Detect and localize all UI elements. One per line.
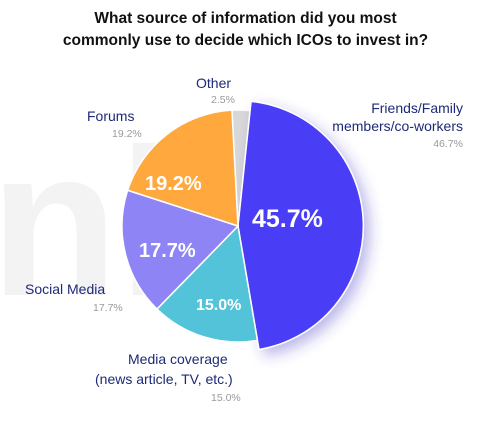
pie-slice-forums <box>126 109 239 228</box>
pct-friends: 46.7% <box>433 138 463 150</box>
pct-other: 2.5% <box>211 94 235 106</box>
pie-slice-friends <box>237 100 365 351</box>
slice-label-forums: 19.2% <box>145 173 202 195</box>
chart-title: What source of information did you most … <box>0 8 491 52</box>
pct-forums: 19.2% <box>112 128 142 140</box>
chart-title-line2: commonly use to decide which ICOs to inv… <box>62 32 429 49</box>
slice-label-social: 17.7% <box>139 240 196 262</box>
label-forums: Forums <box>87 108 135 124</box>
chart-title-line1: What source of information did you most <box>94 10 397 27</box>
label-friends-line1: Friends/Family <box>371 100 463 116</box>
pct-social: 17.7% <box>93 302 123 314</box>
pct-media: 15.0% <box>211 392 241 404</box>
pie-slice-social <box>121 189 240 311</box>
pie-slice-media <box>155 224 259 343</box>
label-media-line2: (news article, TV, etc.) <box>95 371 233 387</box>
label-media-line1: Media coverage <box>128 351 228 367</box>
slice-label-friends: 45.7% <box>252 205 323 233</box>
label-social: Social Media <box>25 281 106 297</box>
label-other: Other <box>196 75 232 91</box>
label-friends-line2: members/co-workers <box>332 118 463 134</box>
slice-label-media: 15.0% <box>196 297 242 314</box>
